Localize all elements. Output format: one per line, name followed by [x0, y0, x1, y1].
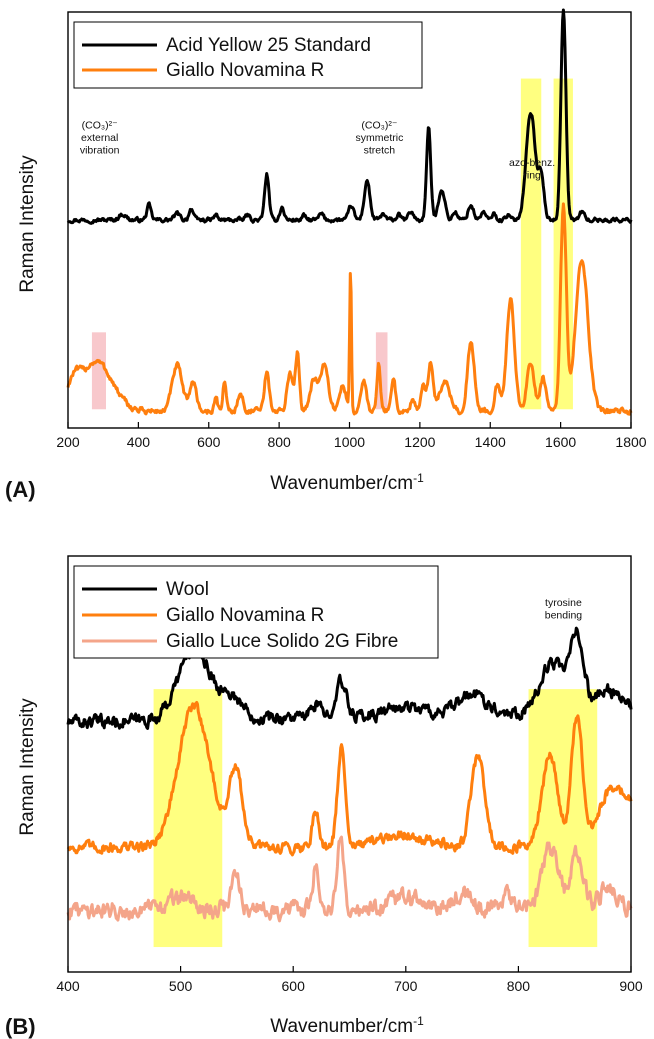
legend-label-giallo-novamina-r-b: Giallo Novamina R	[166, 605, 324, 626]
panel-b-series	[66, 626, 633, 923]
panel-a: (CO₃)²⁻ external vibration(CO₃)²⁻ symmetric…	[5, 8, 647, 502]
panel-b-annotation-1: tyrosine bending	[545, 597, 583, 622]
panel-a-x-tick-label-4: 1000	[334, 434, 365, 450]
legend-label-giallo-novamina-r: Giallo Novamina R	[166, 60, 324, 81]
panel-a-legend: Acid Yellow 25 Standard Giallo Novamina …	[73, 21, 423, 89]
panel-a-annotation-2-line-1: ring	[523, 169, 541, 181]
panel-b-x-tick-label-5: 900	[619, 978, 643, 994]
panel-b-plot-frame	[67, 555, 632, 973]
panel-b-series-line-1	[66, 700, 633, 857]
panel-b-x-tick-label-3: 700	[394, 978, 418, 994]
panel-a-y-axis-title: Raman Intensity	[17, 155, 38, 293]
panel-b-x-axis-title-sup: -1	[413, 1014, 424, 1028]
panel-a-series-line-1	[66, 202, 633, 416]
panel-b-x-tick-label-2: 600	[282, 978, 306, 994]
panel-a-annotation-1: (CO₃)²⁻ symmetric stretch	[355, 119, 403, 156]
panel-b-y-axis-title: Raman Intensity	[17, 698, 38, 836]
panel-a-highlight-pink-0	[91, 332, 107, 410]
panel-b-legend: Wool Giallo Novamina R Giallo Luce Solid…	[73, 565, 439, 659]
panel-a-label: (A)	[5, 477, 36, 502]
panel-a-x-tick-label-1: 400	[127, 434, 151, 450]
panel-b-annotation-1-line-1: bending	[545, 609, 583, 621]
panel-a-x-tick-label-8: 1800	[615, 434, 646, 450]
legend-label-wool: Wool	[166, 579, 209, 600]
panel-a-annotation-0-line-2: vibration	[80, 144, 120, 156]
panel-b-series-line-2	[66, 835, 633, 923]
panel-a-x-tick-label-5: 1200	[404, 434, 435, 450]
panel-a-x-axis-title-main: Wavenumber/cm	[270, 473, 413, 494]
panel-b-x-tick-label-4: 800	[507, 978, 531, 994]
legend-label-giallo-luce-solido: Giallo Luce Solido 2G Fibre	[166, 631, 398, 652]
panel-b-x-tick-label-1: 500	[169, 978, 193, 994]
panel-a-highlight-pink-1	[375, 332, 388, 410]
panel-a-x-tick-label-7: 1600	[545, 434, 576, 450]
panel-a-annotation-1-line-2: stretch	[364, 144, 396, 156]
panel-b-x-ticks: 400 500 600 700 800 900	[56, 966, 643, 994]
panel-a-annotation-2-line-0: azo-benz.	[509, 157, 555, 169]
panel-b-legend-box	[73, 565, 439, 659]
panel-a-x-tick-label-0: 200	[56, 434, 80, 450]
panel-a-annotation-2: azo-benz. ring	[509, 157, 555, 182]
panel-a-x-axis-title-sup: -1	[413, 471, 424, 485]
legend-label-acid-yellow-25: Acid Yellow 25 Standard	[166, 35, 371, 56]
panel-a-annotation-0: (CO₃)²⁻ external vibration	[80, 119, 120, 156]
panel-b-x-axis-title: Wavenumber/cm-1	[270, 1014, 424, 1037]
panel-a-annotation-1-line-1: symmetric	[355, 132, 403, 144]
panel-a-annotation-1-line-0: (CO₃)²⁻	[361, 119, 397, 131]
panel-a-annotation-0-line-1: external	[81, 132, 118, 144]
panel-a-highlight-yellow-2	[520, 78, 542, 410]
panel-b-label: (B)	[5, 1014, 36, 1039]
panel-a-annotations: (CO₃)²⁻ external vibration(CO₃)²⁻ symmetric…	[80, 119, 555, 182]
panel-a-x-tick-label-6: 1400	[475, 434, 506, 450]
panel-b-x-axis-title-main: Wavenumber/cm	[270, 1016, 413, 1037]
panel-a-annotation-0-line-0: (CO₃)²⁻	[82, 119, 118, 131]
panel-a-legend-box	[73, 21, 423, 89]
panel-b-x-tick-label-0: 400	[56, 978, 80, 994]
panel-a-series-line-0	[66, 8, 633, 225]
panel-a-highlights	[91, 78, 573, 410]
panel-a-x-tick-label-2: 600	[197, 434, 221, 450]
panel-a-series	[66, 8, 633, 416]
panel-a-x-ticks: 200 400 600 800 1000 1200 1400 1600 1800	[56, 422, 647, 450]
panel-b-annotation-1-line-0: tyrosine	[545, 597, 582, 609]
panel-a-x-tick-label-3: 800	[267, 434, 291, 450]
panel-a-x-axis-title: Wavenumber/cm-1	[270, 471, 424, 494]
panel-b: keratin S-Sstretchtyrosinebending 400500…	[5, 555, 643, 1039]
panel-b-series-line-0	[66, 626, 633, 730]
